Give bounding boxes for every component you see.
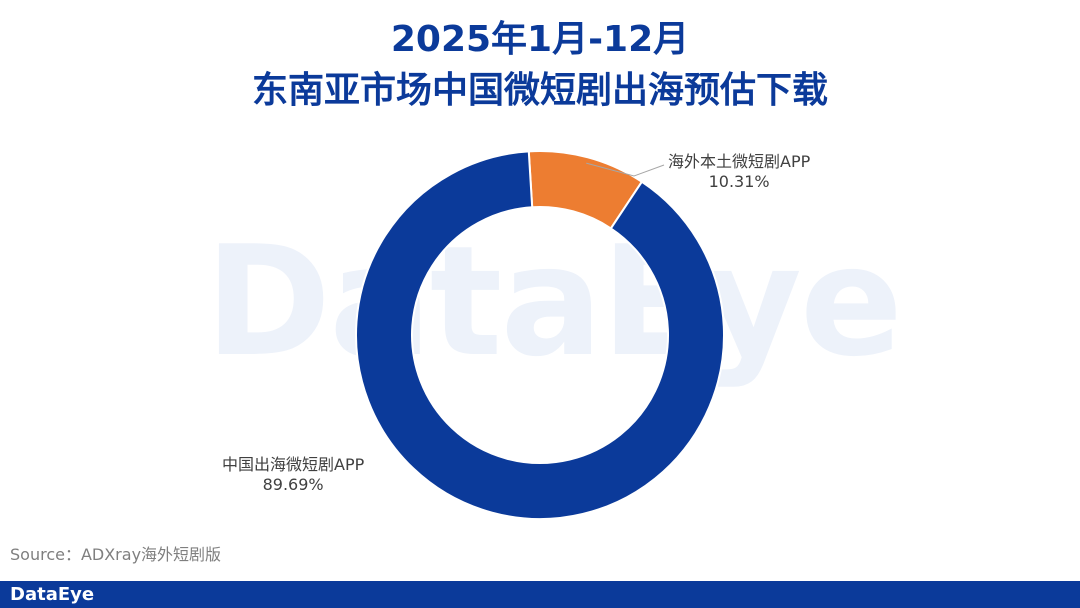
donut-slices (355, 150, 725, 520)
leader-line-overseas-local (586, 162, 665, 177)
slice-label-overseas-local: 海外本土微短剧APP 10.31% (668, 152, 810, 192)
slice-percent-overseas-local: 10.31% (708, 172, 770, 191)
donut-slice-1 (355, 150, 725, 520)
slice-percent-china-overseas: 89.69% (262, 475, 324, 494)
slice-label-china-overseas: 中国出海微短剧APP 89.69% (222, 455, 364, 495)
dataeye-logo: DataEye (10, 584, 95, 605)
dataeye-watermark: DataEye (205, 213, 903, 390)
chart-title-line2: 东南亚市场中国微短剧出海预估下载 (251, 70, 828, 111)
slice-name-china-overseas: 中国出海微短剧APP (222, 455, 365, 474)
footer-bar: DataEye (0, 581, 1080, 608)
slice-name-overseas-local: 海外本土微短剧APP (668, 152, 811, 171)
leader-lines (586, 162, 665, 177)
chart-title-line1: 2025年1月-12月 (390, 19, 690, 60)
source-note: Source：ADXray海外短剧版 (10, 545, 222, 564)
